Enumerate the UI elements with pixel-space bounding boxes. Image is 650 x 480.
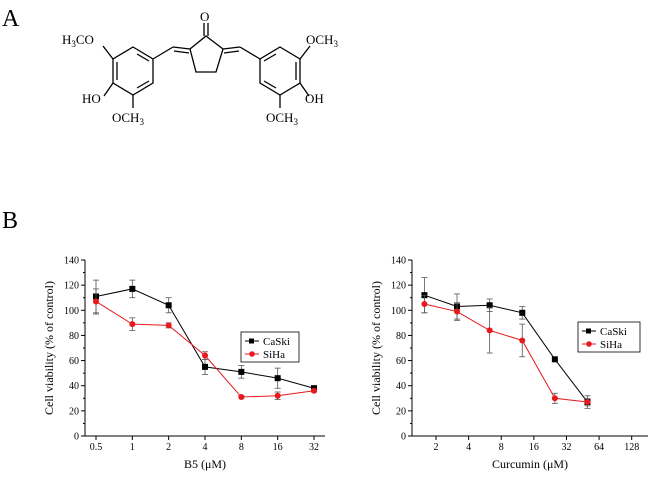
x-tick-label: 16 bbox=[529, 442, 539, 453]
x-axis-label: B5 (μM) bbox=[184, 457, 226, 471]
data-point-caski bbox=[519, 309, 526, 316]
right-lower-methoxy-label: OCH3 bbox=[266, 110, 298, 127]
y-tick-label: 40 bbox=[396, 381, 406, 392]
data-point-siha bbox=[202, 352, 208, 359]
data-point-caski bbox=[129, 285, 136, 292]
x-tick-label: 64 bbox=[594, 442, 604, 453]
data-point-siha bbox=[454, 308, 461, 315]
data-point-siha bbox=[519, 337, 526, 344]
right-benzene-ring bbox=[259, 46, 301, 96]
chart-b5: 0 20 40 60 80 100 120 140 0.5 1 2 4 8 16 32 B5 (μM) Cell… bbox=[42, 256, 325, 471]
chemical-structure bbox=[102, 23, 311, 108]
chart-curcumin: 0 20 40 60 80 100 120 140 2 4 8 16 32 64 128 Curcumin (… bbox=[369, 256, 648, 471]
ketone-o-label: O bbox=[200, 9, 209, 24]
y-tick-label: 100 bbox=[391, 306, 406, 317]
data-point-siha bbox=[238, 394, 245, 401]
left-upper-methoxy-label: H3CO bbox=[62, 32, 94, 49]
data-point-siha bbox=[584, 399, 591, 406]
legend-label-siha: SiHa bbox=[263, 349, 285, 361]
series-line-caski bbox=[424, 294, 588, 403]
x-tick-label: 4 bbox=[203, 442, 208, 453]
y-tick-label: 80 bbox=[69, 331, 79, 342]
legend-marker-siha bbox=[586, 341, 592, 347]
legend-label-caski: CaSki bbox=[263, 336, 290, 348]
x-tick-label: 2 bbox=[166, 442, 171, 453]
left-lower-methoxy-label: OCH3 bbox=[112, 110, 144, 127]
x-tick-label: 2 bbox=[434, 442, 439, 453]
x-tick-label: 16 bbox=[273, 442, 283, 453]
panel-label-b: B bbox=[2, 208, 19, 234]
x-tick-label: 8 bbox=[239, 442, 244, 453]
legend-marker-caski bbox=[586, 328, 591, 334]
legend-marker-siha bbox=[249, 351, 255, 357]
data-point-siha bbox=[129, 321, 136, 328]
left-hydroxy-label: HO bbox=[82, 91, 101, 106]
x-tick-label: 4 bbox=[466, 442, 471, 453]
x-axis-label: Curcumin (μM) bbox=[492, 457, 568, 471]
y-tick-label: 60 bbox=[69, 356, 79, 367]
y-axis-label: Cell viability (% of control) bbox=[369, 281, 383, 415]
data-point-caski bbox=[238, 368, 245, 375]
data-point-caski bbox=[486, 302, 493, 309]
cyclopentanone-ring bbox=[189, 35, 224, 73]
y-tick-label: 60 bbox=[396, 356, 406, 367]
y-tick-label: 140 bbox=[391, 256, 406, 267]
y-tick-label: 120 bbox=[64, 281, 79, 292]
y-tick-label: 40 bbox=[69, 381, 79, 392]
x-tick-label: 8 bbox=[499, 442, 504, 453]
data-point-siha bbox=[165, 322, 172, 329]
y-tick-label: 100 bbox=[64, 306, 79, 317]
structure-labels: O H3CO HO OCH3 OCH3 OH OCH3 bbox=[62, 9, 338, 127]
right-hydroxy-label: OH bbox=[305, 91, 324, 106]
y-tick-label: 140 bbox=[64, 256, 79, 267]
data-point-siha bbox=[274, 392, 281, 399]
x-tick-label: 0.5 bbox=[90, 442, 103, 453]
x-tick-label: 1 bbox=[130, 442, 135, 453]
data-point-siha bbox=[311, 387, 317, 394]
legend-label-caski: CaSki bbox=[600, 326, 627, 338]
y-tick-label: 80 bbox=[396, 331, 406, 342]
y-axis-label: Cell viability (% of control) bbox=[42, 281, 56, 415]
legend-box bbox=[240, 331, 300, 363]
data-point-siha bbox=[486, 327, 493, 334]
data-point-caski bbox=[274, 375, 281, 382]
data-point-siha bbox=[93, 298, 99, 305]
series-line-siha bbox=[424, 303, 588, 403]
y-tick-label: 0 bbox=[74, 432, 79, 443]
legend-box bbox=[577, 321, 641, 353]
left-benzene-ring bbox=[112, 46, 154, 96]
x-tick-label: 128 bbox=[624, 442, 639, 453]
right-upper-methoxy-label: OCH3 bbox=[306, 32, 338, 49]
y-tick-label: 0 bbox=[401, 432, 406, 443]
panel-label-a: A bbox=[2, 6, 20, 32]
y-tick-label: 120 bbox=[391, 281, 406, 292]
y-tick-label: 20 bbox=[396, 406, 406, 417]
legend-label-siha: SiHa bbox=[600, 339, 622, 351]
data-point-siha bbox=[551, 395, 558, 402]
data-point-caski bbox=[202, 363, 208, 370]
y-tick-label: 20 bbox=[69, 406, 79, 417]
data-point-siha bbox=[421, 301, 428, 307]
x-tick-label: 32 bbox=[309, 442, 319, 453]
data-point-caski bbox=[551, 356, 558, 363]
x-tick-label: 32 bbox=[561, 442, 571, 453]
data-point-caski bbox=[165, 302, 172, 309]
legend-marker-caski bbox=[249, 338, 254, 344]
